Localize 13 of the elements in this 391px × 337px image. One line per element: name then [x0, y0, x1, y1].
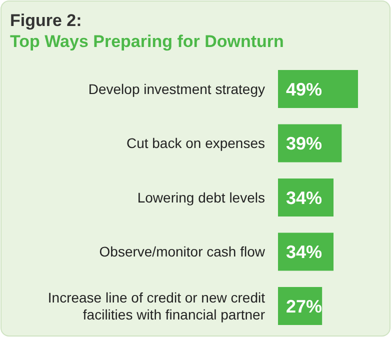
data-label: 34% — [286, 242, 322, 262]
y-tick-label: Increase line of credit or new credit facilities with financial partner — [48, 289, 266, 322]
data-label: 39% — [286, 134, 322, 154]
y-tick-label: Cut back on expenses — [126, 135, 265, 152]
text: Figure 2: — [10, 11, 82, 30]
chart-subtitle: Top Ways Preparing for Downturn — [10, 32, 284, 51]
y-tick-label: Observe/monitor cash flow — [99, 244, 266, 260]
data-label: 49% — [286, 79, 322, 100]
data-label: 34% — [286, 188, 322, 208]
y-tick-label: Lowering debt levels — [137, 189, 265, 206]
bar — [278, 70, 358, 108]
data-label: 27% — [286, 296, 322, 316]
y-tick-label: Develop investment strategy — [88, 80, 265, 97]
